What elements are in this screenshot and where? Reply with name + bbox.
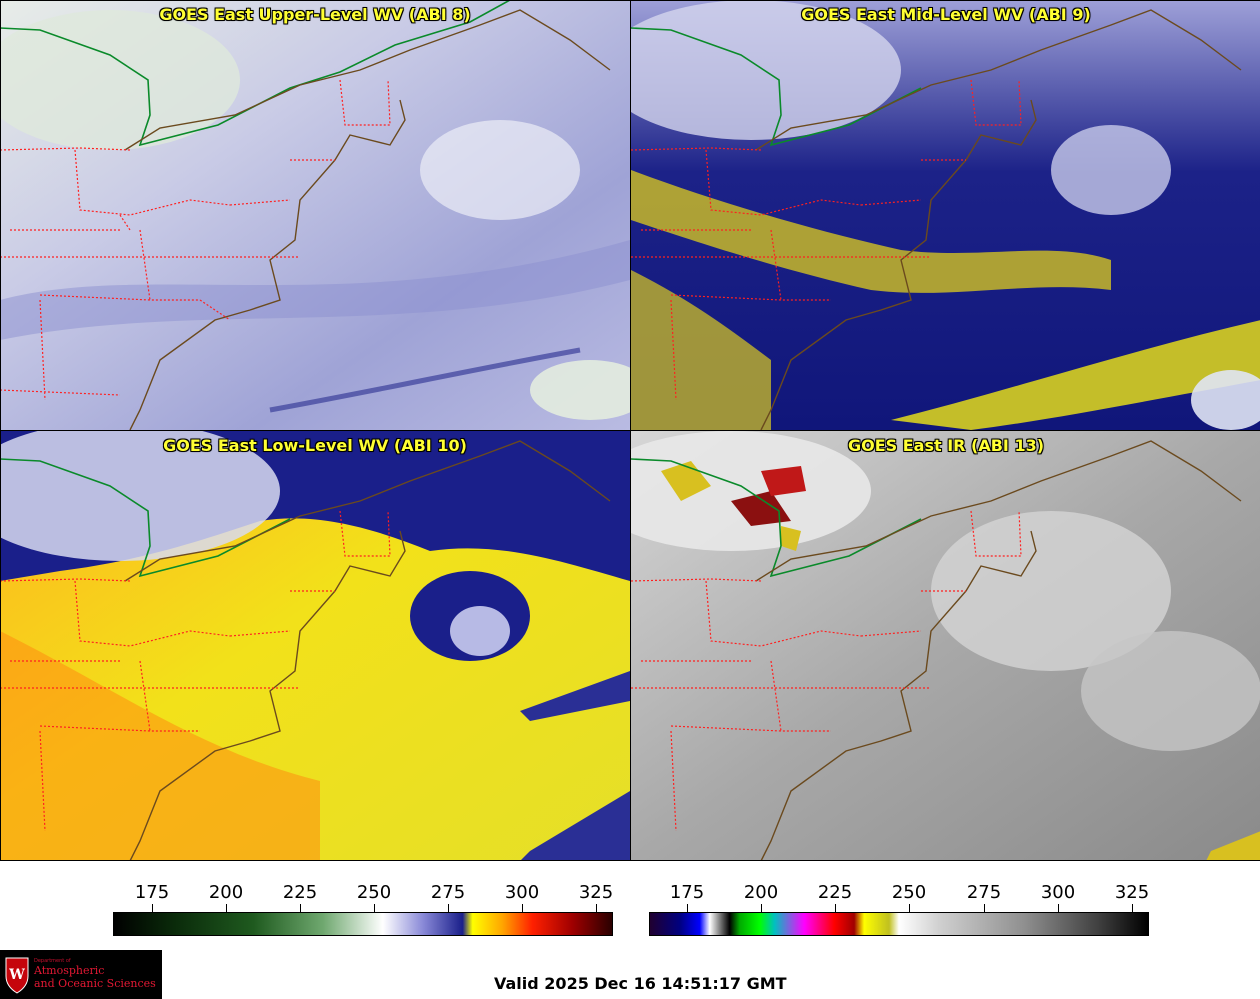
ir-tick-label: 300 bbox=[1040, 882, 1076, 903]
ir-tick bbox=[835, 904, 836, 913]
logo-line2: and Oceanic Sciences bbox=[34, 977, 156, 990]
ir-tick-label: 175 bbox=[669, 882, 705, 903]
mid-level-wv-image bbox=[631, 0, 1260, 430]
ir-tick-label: 250 bbox=[891, 882, 927, 903]
panel-title: GOES East Mid-Level WV (ABI 9) bbox=[801, 5, 1091, 24]
low-level-wv-image bbox=[0, 431, 630, 861]
ir-tick-label: 325 bbox=[1114, 882, 1150, 903]
wv-tick bbox=[152, 904, 153, 913]
wv-tick bbox=[596, 904, 597, 913]
wv-tick bbox=[300, 904, 301, 913]
panel-ir: GOES East IR (ABI 13) bbox=[631, 431, 1260, 861]
ir-image bbox=[631, 431, 1260, 861]
wv-tick bbox=[226, 904, 227, 913]
valid-time: Valid 2025 Dec 16 14:51:17 GMT bbox=[494, 974, 787, 993]
aos-logo: W Department of Atmospheric and Oceanic … bbox=[0, 950, 162, 999]
logo-dept: Department of bbox=[34, 958, 71, 964]
ir-tick bbox=[1058, 904, 1059, 913]
wv-tick bbox=[448, 904, 449, 913]
ir-tick bbox=[687, 904, 688, 913]
wv-tick-label: 225 bbox=[282, 882, 318, 903]
svg-text:W: W bbox=[8, 967, 25, 983]
ir-colorbar bbox=[649, 912, 1149, 936]
ir-tick bbox=[984, 904, 985, 913]
ir-tick bbox=[1132, 904, 1133, 913]
panel-divider-horizontal bbox=[0, 430, 1260, 431]
wv-tick-label: 300 bbox=[504, 882, 540, 903]
panel-low-level-wv: GOES East Low-Level WV (ABI 10) bbox=[0, 431, 630, 861]
uw-crest-icon: W bbox=[5, 957, 29, 994]
wv-tick-label: 250 bbox=[356, 882, 392, 903]
panel-upper-level-wv: GOES East Upper-Level WV (ABI 8) bbox=[0, 0, 630, 430]
ir-tick bbox=[761, 904, 762, 913]
wv-tick bbox=[522, 904, 523, 913]
ir-tick-label: 275 bbox=[966, 882, 1002, 903]
ir-tick bbox=[909, 904, 910, 913]
wv-tick bbox=[374, 904, 375, 913]
logo-line1: Atmospheric bbox=[34, 964, 105, 977]
panel-title: GOES East IR (ABI 13) bbox=[847, 436, 1045, 455]
wv-tick-label: 200 bbox=[208, 882, 244, 903]
wv-tick-label: 275 bbox=[430, 882, 466, 903]
panel-title: GOES East Low-Level WV (ABI 10) bbox=[163, 436, 467, 455]
upper-level-wv-image bbox=[0, 0, 630, 430]
panel-mid-level-wv: GOES East Mid-Level WV (ABI 9) bbox=[631, 0, 1260, 430]
wv-colorbar bbox=[113, 912, 613, 936]
wv-tick-label: 175 bbox=[134, 882, 170, 903]
ir-tick-label: 200 bbox=[743, 882, 779, 903]
wv-tick-label: 325 bbox=[578, 882, 614, 903]
panel-title: GOES East Upper-Level WV (ABI 8) bbox=[159, 5, 471, 24]
ir-tick-label: 225 bbox=[817, 882, 853, 903]
